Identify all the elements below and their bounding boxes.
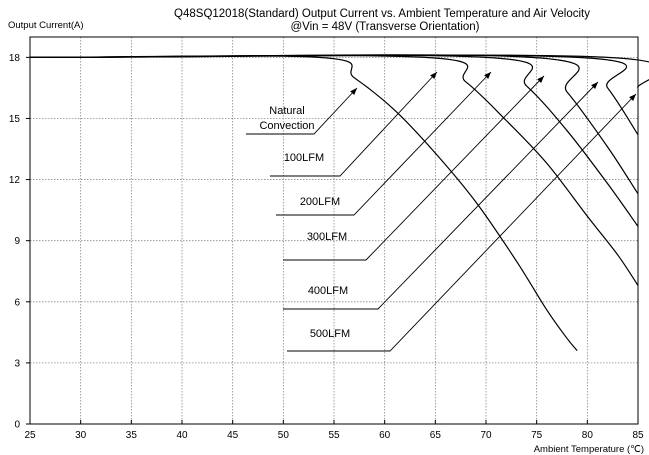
series-label-natural-convection: Natural (269, 105, 304, 117)
chart-subtitle: @Vin = 48V (Transverse Orientation) (290, 21, 479, 33)
x-tick-label: 75 (531, 430, 543, 441)
series-label-200lfm: 200LFM (300, 196, 340, 208)
series-label-100lfm: 100LFM (284, 152, 324, 164)
x-axis-label: Ambient Temperature (℃) (534, 444, 644, 455)
x-tick-label: 40 (176, 430, 188, 441)
y-tick-label: 12 (9, 175, 21, 186)
y-tick-label: 15 (9, 114, 21, 125)
grid (26, 37, 639, 425)
series-label-300lfm: 300LFM (307, 231, 347, 243)
x-tick-label: 45 (227, 430, 239, 441)
leader-arrowhead-100lfm (430, 72, 437, 80)
x-tick-label: 85 (632, 430, 644, 441)
leader-line-300lfm (283, 75, 545, 261)
leader-arrowhead-400lfm (591, 82, 598, 89)
y-axis-label: Output Current(A) (8, 20, 84, 31)
x-tick-label: 55 (328, 430, 340, 441)
leader-arrowhead-natural-convection (350, 88, 357, 96)
x-tick-label: 30 (75, 430, 87, 441)
series-labels: Natural Convection 100LFM 200LFM 300LFM 400LF… (246, 71, 637, 352)
series-label-400lfm: 400LFM (308, 285, 348, 297)
leader-line-natural-convection (246, 87, 358, 135)
y-tick-label: 0 (14, 420, 20, 431)
x-tick-label: 60 (379, 430, 391, 441)
leader-line-100lfm (270, 71, 438, 177)
series-label-500lfm: 500LFM (310, 328, 350, 340)
x-tick-label: 80 (582, 430, 594, 441)
plot-frame (29, 36, 639, 425)
x-tick-label: 70 (480, 430, 492, 441)
y-tick-label: 9 (14, 236, 20, 247)
series-label-natural-convection: Convection (259, 120, 314, 132)
leader-line-400lfm (283, 81, 599, 310)
series-line-natural-convection (29, 55, 578, 352)
leader-line-200lfm (276, 71, 492, 216)
series-line-500lfm (29, 54, 649, 89)
leader-arrowhead-500lfm (629, 94, 636, 101)
y-tick-label: 3 (14, 358, 20, 369)
x-tick-label: 50 (278, 430, 290, 441)
x-tick-label: 35 (126, 430, 138, 441)
series-lines (29, 54, 649, 352)
x-tick-label: 65 (430, 430, 442, 441)
leader-line-500lfm (287, 93, 637, 352)
y-tick-label: 6 (14, 297, 20, 308)
tick-labels: 25 30 35 40 45 50 55 60 65 70 75 80 85 0 3 6 9 12 15 18 (9, 53, 644, 441)
leader-arrowhead-300lfm (537, 76, 544, 83)
x-tick-label: 25 (24, 430, 36, 441)
chart-title: Q48SQ12018(Standard) Output Current vs. … (174, 8, 590, 20)
leader-arrowhead-200lfm (484, 72, 491, 79)
y-tick-label: 18 (9, 53, 21, 64)
